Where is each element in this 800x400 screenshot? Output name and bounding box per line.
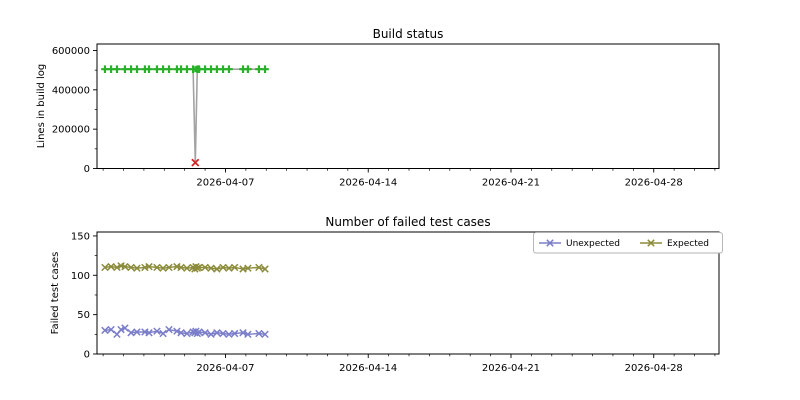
- marker-x-Expected: [244, 264, 252, 272]
- chart-title-1: Number of failed test cases: [325, 215, 490, 229]
- marker-x-Expected: [255, 263, 263, 272]
- marker-x-Expected: [177, 263, 185, 272]
- marker-x-Expected: [207, 264, 215, 272]
- marker-x-Unexpected: [145, 329, 153, 337]
- marker-x-Expected: [121, 262, 129, 271]
- marker-x-Unexpected: [201, 329, 209, 337]
- x-tick-label: 2026-04-14: [339, 178, 397, 189]
- marker-x-Expected: [153, 263, 161, 272]
- marker-x-Unexpected: [127, 329, 135, 337]
- x-tick-label: 2026-04-07: [196, 363, 254, 374]
- marker-x-Unexpected: [261, 330, 269, 339]
- marker-x-Unexpected: [159, 329, 167, 338]
- marker-x-Unexpected: [107, 325, 115, 334]
- marker-x-Unexpected: [165, 325, 173, 334]
- y-tick-label: 400000: [52, 85, 90, 96]
- marker-x-Expected: [133, 264, 141, 272]
- marker-plus-build-log-lines: [165, 65, 173, 73]
- subplot-1: Number of failed test cases Failed test c…: [50, 215, 723, 374]
- legend-label: Expected: [667, 239, 709, 249]
- y-tick-label: 50: [77, 310, 90, 321]
- marker-x-Unexpected: [207, 330, 215, 339]
- in-progress-build-marker: [194, 66, 201, 73]
- y-axis-label-0: Lines in build log: [36, 64, 47, 149]
- marker-plus-build-log-lines: [261, 65, 269, 73]
- marker-x-Unexpected: [219, 329, 227, 338]
- y-tick-label: 100: [71, 271, 90, 282]
- y-tick-label: 150: [71, 231, 90, 242]
- marker-x-Expected: [225, 264, 233, 272]
- marker-x-Expected: [113, 263, 121, 272]
- failed-build-marker: [191, 158, 200, 167]
- x-tick-label: 2026-04-21: [482, 363, 540, 374]
- marker-x-Expected: [165, 263, 173, 272]
- marker-x-Expected: [219, 263, 227, 272]
- marker-x-Unexpected: [117, 325, 125, 334]
- axes-frame: [96, 231, 720, 355]
- marker-plus-build-log-lines: [244, 65, 252, 73]
- marker-plus-build-log-lines: [225, 65, 233, 73]
- marker-x-Unexpected: [230, 329, 239, 338]
- marker-plus-build-log-lines: [133, 65, 141, 73]
- legend-sample-marker: [546, 239, 554, 247]
- marker-x-Unexpected: [177, 329, 185, 337]
- y-tick-label: 0: [84, 350, 90, 361]
- marker-x-Unexpected: [239, 329, 247, 337]
- marker-x-Unexpected: [244, 330, 252, 339]
- axes-frame: [96, 43, 720, 169]
- y-axis-label-1: Failed test cases: [50, 252, 61, 335]
- legend: Unexpected Expected: [533, 232, 723, 254]
- x-tick-label: 2026-04-07: [196, 178, 254, 189]
- series-line-build-log-lines: [105, 68, 265, 164]
- marker-x-Expected: [195, 263, 203, 272]
- marker-x-Expected: [230, 263, 239, 272]
- y-tick-label: 200000: [52, 125, 90, 136]
- x-tick-label: 2026-04-14: [339, 363, 397, 374]
- y-tick-label: 600000: [52, 46, 90, 57]
- marker-x-Expected: [127, 263, 135, 272]
- marker-x-Unexpected: [173, 327, 181, 335]
- marker-x-Expected: [201, 263, 209, 272]
- marker-x-Unexpected: [153, 327, 161, 335]
- legend-sample-marker: [647, 239, 655, 247]
- marker-x-Unexpected: [121, 324, 129, 332]
- marker-x-Expected: [261, 265, 269, 273]
- subplot-0: Build status Lines in build log 0 200000 400…: [36, 27, 720, 189]
- marker-x-Unexpected: [101, 326, 109, 335]
- marker-x-Unexpected: [225, 330, 233, 339]
- legend-label: Unexpected: [566, 239, 620, 249]
- marker-x-Unexpected: [133, 328, 141, 336]
- marker-plus-build-log-lines: [145, 65, 153, 73]
- marker-x-Expected: [159, 264, 167, 272]
- marker-x-Unexpected: [255, 329, 263, 338]
- x-tick-label: 2026-04-28: [625, 363, 683, 374]
- x-tick-label: 2026-04-21: [482, 178, 540, 189]
- legend-box: [533, 232, 723, 254]
- marker-x-Unexpected: [195, 328, 203, 336]
- x-tick-label: 2026-04-28: [625, 178, 683, 189]
- marker-x-Expected: [183, 264, 191, 272]
- y-tick-label: 0: [84, 164, 90, 175]
- marker-x-Expected: [107, 262, 115, 271]
- marker-x-Expected: [145, 262, 153, 271]
- chart-title-0: Build status: [373, 27, 444, 41]
- marker-x-Unexpected: [183, 329, 191, 338]
- marker-x-Expected: [101, 263, 109, 272]
- marker-x-Expected: [213, 265, 221, 273]
- marker-plus-build-log-lines: [113, 65, 121, 73]
- marker-x-Unexpected: [213, 329, 221, 337]
